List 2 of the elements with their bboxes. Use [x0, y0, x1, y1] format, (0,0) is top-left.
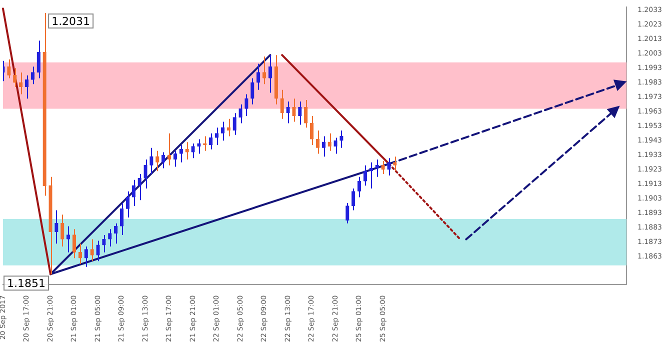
annotation: 1.2031 — [52, 14, 90, 28]
annotation: 1.1851 — [7, 276, 46, 290]
